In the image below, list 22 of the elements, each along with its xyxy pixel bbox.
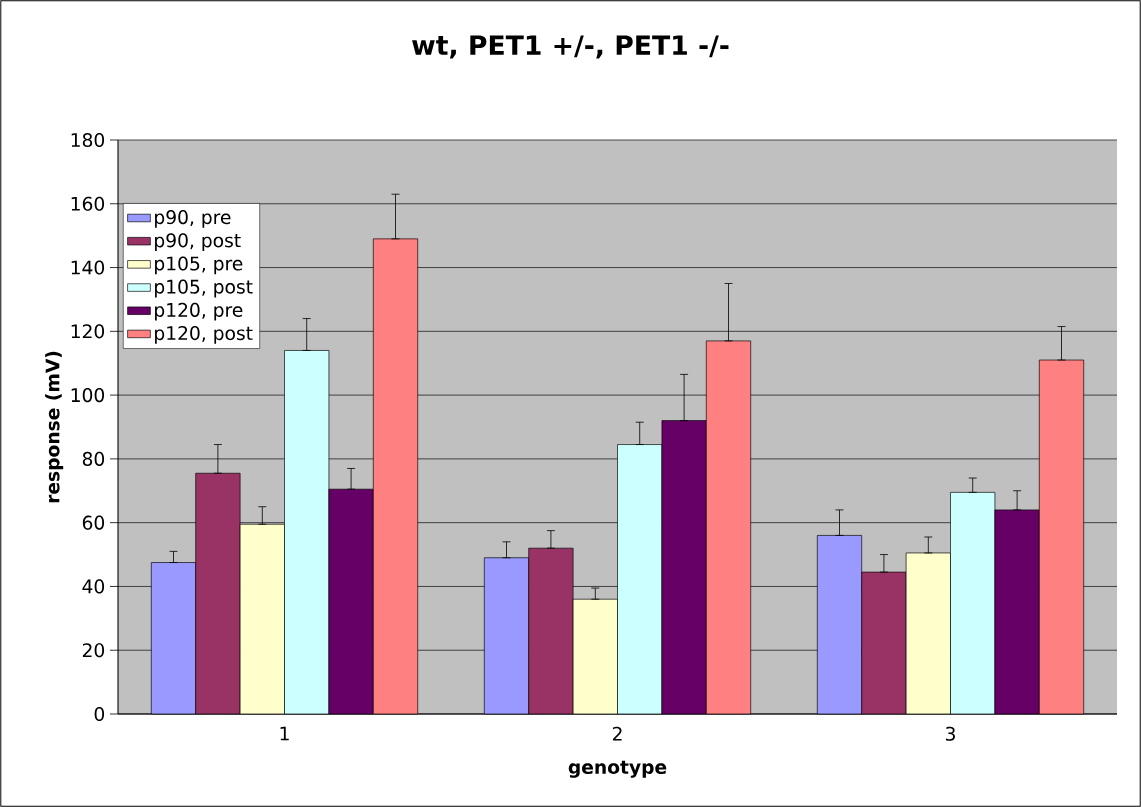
y-tick-label: 140 xyxy=(71,260,105,275)
legend-label: p120, post xyxy=(155,326,253,344)
legend-label: p90, post xyxy=(155,233,241,251)
x-tick-label: 3 xyxy=(946,726,955,741)
y-tick-label: 0 xyxy=(94,706,105,722)
y-tick-label: 160 xyxy=(71,196,105,211)
y-tick-label: 40 xyxy=(82,579,105,594)
legend-label: p120, pre xyxy=(155,302,243,321)
legend-label: p90, pre xyxy=(155,210,231,228)
chart-title: wt, PET1 +/-, PET1 -/- xyxy=(412,35,729,59)
y-tick-label: 180 xyxy=(71,132,105,148)
y-tick-label: 80 xyxy=(82,451,105,466)
y-axis-title: response (mV) xyxy=(45,351,64,503)
legend-label: p105, post xyxy=(155,279,253,298)
x-axis-title: genotype xyxy=(568,760,667,778)
y-tick-label: 20 xyxy=(82,643,105,658)
legend-label: p105, pre xyxy=(155,256,243,275)
y-tick-label: 100 xyxy=(71,388,105,403)
y-tick-label: 120 xyxy=(71,324,105,339)
x-tick-label: 1 xyxy=(280,726,289,741)
x-tick-label: 2 xyxy=(612,726,622,741)
y-tick-label: 60 xyxy=(82,515,105,530)
